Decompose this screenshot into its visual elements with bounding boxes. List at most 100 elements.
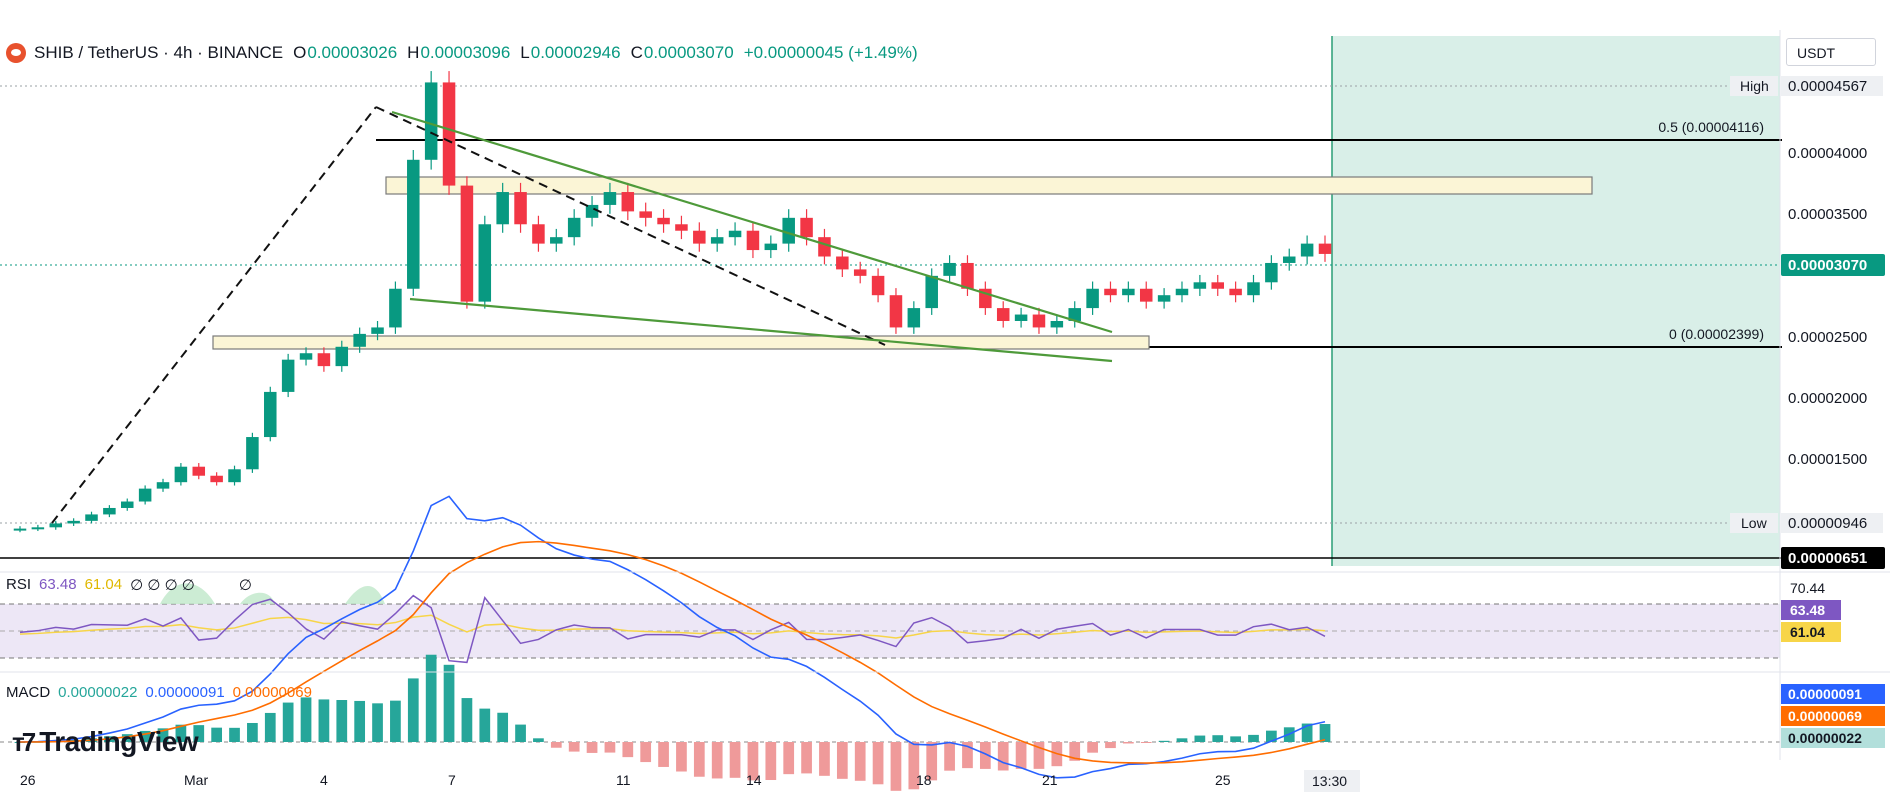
macd-hist-bar bbox=[461, 698, 473, 742]
rsi-header[interactable]: RSI 63.48 61.04 ∅ ∅ ∅ ∅ ∅ bbox=[6, 576, 252, 594]
candle-body bbox=[156, 482, 170, 489]
rsi-extra: ∅ ∅ ∅ ∅ bbox=[130, 577, 195, 594]
candle-body bbox=[85, 514, 98, 521]
symbol-title[interactable]: SHIB / TetherUS · 4h · BINANCE bbox=[34, 43, 284, 62]
candle-body bbox=[264, 391, 277, 438]
time-tick: Mar bbox=[184, 772, 208, 788]
candle-body bbox=[478, 224, 492, 302]
candle-body bbox=[371, 327, 384, 334]
macd-line bbox=[19, 495, 1326, 779]
macd-hist-bar bbox=[962, 742, 973, 769]
candle-body bbox=[907, 308, 921, 328]
current-price-tag bbox=[1781, 254, 1885, 276]
low-label: Low bbox=[1741, 515, 1768, 531]
candle-body bbox=[1282, 256, 1296, 263]
projection-zone bbox=[1332, 36, 1780, 566]
wedge-lower-line bbox=[409, 297, 1113, 363]
close-label-hdr: C bbox=[630, 43, 643, 62]
price-tick: 0.00002000 bbox=[1788, 390, 1867, 407]
open-value: 0.00003026 bbox=[307, 43, 398, 62]
hist-value-tagtext: 0.00000022 bbox=[1788, 730, 1862, 746]
macd-hist-bar bbox=[443, 664, 455, 742]
symbol-header[interactable]: SHIB / TetherUS · 4h · BINANCE O 0.00003… bbox=[6, 42, 928, 64]
macd-hist-bar bbox=[1105, 742, 1116, 749]
macd-hist-bar bbox=[372, 703, 383, 742]
macd-hist-bar bbox=[247, 722, 258, 742]
candle-body bbox=[442, 82, 456, 186]
tradingview-logo[interactable]: ᴛ7 TradingView bbox=[12, 726, 199, 758]
decline-dashed-line bbox=[375, 106, 886, 346]
macd-hist-bar bbox=[997, 742, 1009, 771]
candle-body bbox=[246, 437, 259, 470]
high-value-tag bbox=[1781, 76, 1883, 96]
rsi-ma-value: 61.04 bbox=[84, 576, 123, 593]
signal-line bbox=[19, 540, 1326, 764]
candle-body bbox=[103, 507, 116, 515]
candle-body bbox=[299, 353, 313, 360]
candle-body bbox=[585, 204, 599, 218]
currency-unit[interactable]: USDT bbox=[1786, 38, 1876, 66]
rsi-ma-tagtext: 61.04 bbox=[1790, 624, 1825, 640]
candle-body bbox=[1068, 308, 1081, 321]
candle-body bbox=[1211, 282, 1224, 289]
macd-hist-bar bbox=[819, 742, 830, 776]
candle-body bbox=[818, 237, 831, 257]
candle-body bbox=[836, 256, 849, 270]
candle-body bbox=[514, 192, 527, 225]
macd-hist-bar bbox=[497, 712, 509, 742]
macd-value-tag bbox=[1781, 684, 1885, 704]
candle-body bbox=[782, 217, 795, 244]
candle-body bbox=[1104, 288, 1117, 296]
macd-hist-bar bbox=[854, 742, 866, 781]
support-zone bbox=[212, 335, 1150, 350]
macd-hist-bar bbox=[979, 742, 991, 769]
impulse-dashed-line bbox=[51, 106, 377, 524]
macd-hist-bar bbox=[175, 724, 187, 742]
candle-body bbox=[871, 275, 885, 296]
change-value: +0.00000045 (+1.49%) bbox=[743, 43, 918, 62]
bottom-price-value: 0.00000651 bbox=[1788, 550, 1867, 567]
candle-body bbox=[675, 224, 688, 231]
candle-body bbox=[31, 527, 45, 530]
macd-hist-bar bbox=[836, 742, 848, 779]
shib-logo-icon bbox=[6, 43, 26, 63]
candle-body bbox=[550, 237, 563, 244]
macd-hist-bar bbox=[193, 725, 205, 742]
candle-body bbox=[639, 211, 652, 218]
fib-0-label: 0 (0.00002399) bbox=[1669, 326, 1764, 342]
candle-body bbox=[138, 488, 152, 502]
candle-body bbox=[228, 469, 241, 483]
macd-hist-bar bbox=[1176, 738, 1188, 742]
candle-body bbox=[1139, 288, 1153, 302]
macd-header[interactable]: MACD 0.00000022 0.00000091 0.00000069 bbox=[6, 684, 312, 701]
candle-body bbox=[1193, 282, 1207, 289]
rsi-extra2: ∅ bbox=[238, 577, 252, 594]
price-tick: 0.00002500 bbox=[1788, 329, 1867, 346]
macd-hist-bar bbox=[729, 742, 741, 778]
macd-hist-bar bbox=[121, 734, 133, 742]
candles bbox=[13, 71, 1332, 533]
price-axis[interactable]: 0.00004000 0.00003500 0.00002500 0.00002… bbox=[1788, 145, 1867, 468]
time-tick: 25 bbox=[1215, 772, 1231, 788]
macd-hist-bar bbox=[765, 742, 777, 781]
rsi-ma-tag bbox=[1781, 622, 1841, 642]
time-tick: 26 bbox=[20, 772, 36, 788]
candle-body bbox=[192, 466, 206, 476]
candle-body bbox=[389, 288, 402, 328]
current-price-value: 0.00003070 bbox=[1788, 257, 1867, 274]
time-tick: 4 bbox=[320, 772, 328, 788]
macd-hist-bar bbox=[801, 742, 812, 774]
high-label-tag bbox=[1730, 76, 1778, 96]
candle-body bbox=[1157, 295, 1171, 302]
candle-body bbox=[174, 466, 188, 483]
tradingview-mark-icon: ᴛ7 bbox=[12, 726, 36, 757]
macd-hist-bar bbox=[533, 738, 544, 742]
candle-body bbox=[764, 243, 778, 251]
macd-hist-bar bbox=[425, 654, 437, 742]
candle-body bbox=[621, 192, 635, 212]
time-axis[interactable]: 26 Mar 4 7 11 14 18 21 25 13:30 bbox=[20, 770, 1360, 792]
resistance-zone bbox=[385, 176, 1593, 195]
macd-hist-bar bbox=[139, 730, 151, 742]
high-value: 0.00004567 bbox=[1788, 78, 1867, 95]
